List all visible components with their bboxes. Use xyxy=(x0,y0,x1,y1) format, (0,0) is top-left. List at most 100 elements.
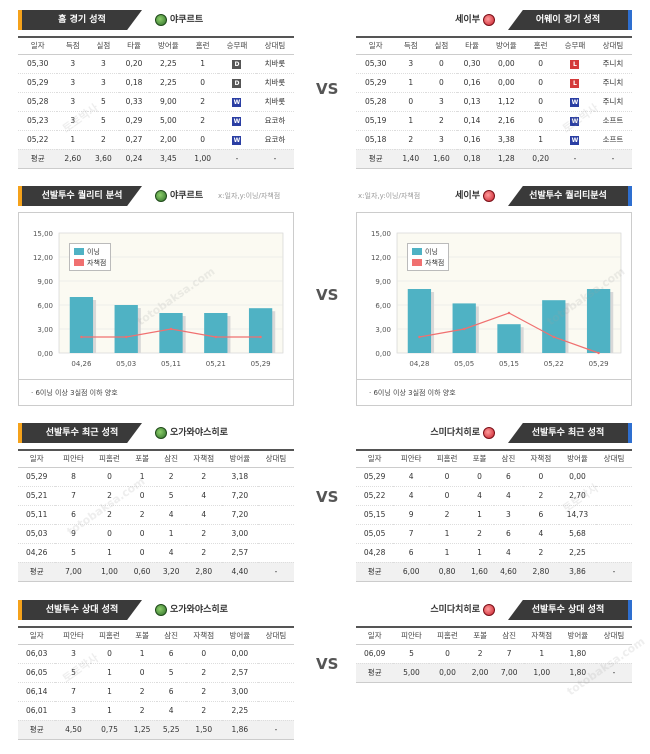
table-cell: 05,11 xyxy=(18,505,56,525)
average-cell: - xyxy=(595,663,632,683)
line-point xyxy=(507,311,511,315)
table-cell: 4 xyxy=(156,701,186,721)
table-cell: 9 xyxy=(55,524,92,544)
table-cell: 0 xyxy=(525,54,556,74)
average-cell: 2,80 xyxy=(185,562,222,582)
table-cell: 2 xyxy=(185,467,222,487)
table-cell: 05,30 xyxy=(18,54,58,74)
table-row: 06,14 7 1 2 6 2 3,00 xyxy=(18,682,294,702)
quality-chart-svg: 0,00 3,00 6,00 9,00 12,00 15,00 04,28 05,05 05,1… xyxy=(371,230,622,368)
table-cell: 0 xyxy=(187,73,218,93)
quality-left-subtitle: x:일자,y:이닝/자책점 xyxy=(218,192,281,200)
quality-left-note: · 6이닝 이상 3실점 이하 양호 xyxy=(18,380,294,406)
win-badge-icon: W xyxy=(232,135,242,145)
table-cell: 05,22 xyxy=(356,486,394,506)
table-cell: 05,29 xyxy=(18,73,58,93)
table-cell: 3 xyxy=(395,54,427,74)
quality-left-team: 야쿠르트 xyxy=(170,191,204,201)
table-cell: 0,00 xyxy=(487,73,526,93)
table-cell: 0 xyxy=(465,467,494,487)
yakult-logo-icon xyxy=(155,190,167,202)
average-cell: 0,75 xyxy=(91,720,128,740)
column-header: 상대팀 xyxy=(593,36,632,55)
vs-left-pitcher: 오가와야스히로 xyxy=(170,605,228,615)
table-cell: 7,20 xyxy=(221,486,258,506)
table-cell: 0 xyxy=(91,524,128,544)
table-cell: 4 xyxy=(156,505,186,525)
average-cell: 5,25 xyxy=(156,720,186,740)
table-row: 05,15 9 2 1 3 6 14,73 xyxy=(356,505,632,525)
table-cell: 3,38 xyxy=(487,130,526,150)
column-header: 득점 xyxy=(395,36,427,55)
line-point xyxy=(418,335,421,339)
table-cell: 1 xyxy=(465,543,494,563)
legend-swatch xyxy=(412,259,422,266)
y-tick-label: 0,00 xyxy=(37,350,53,358)
yakult-logo-icon xyxy=(155,14,167,26)
table-cell: 2,70 xyxy=(558,486,597,506)
table-row: 05,22 1 2 0,27 2,00 0 W 요코하 xyxy=(18,130,294,150)
table-cell: 1 xyxy=(523,644,560,664)
x-tick-label: 05,21 xyxy=(206,360,226,368)
column-header: 자책점 xyxy=(523,626,560,645)
table-cell: 05,28 xyxy=(356,92,396,112)
table-cell: 2,57 xyxy=(221,543,258,563)
result-cell: W xyxy=(217,111,256,131)
x-tick-label: 05,05 xyxy=(454,360,474,368)
result-cell: W xyxy=(217,92,256,112)
chart-legend: 이닝 자책점 xyxy=(407,243,450,271)
table-cell: 6 xyxy=(522,505,559,525)
table-cell: 5,00 xyxy=(149,111,188,131)
table-cell: 2 xyxy=(127,682,157,702)
loss-badge-icon: L xyxy=(570,59,580,69)
line-point xyxy=(552,335,555,339)
average-row: 평균 2,60 3,60 0,24 3,45 1,00- - xyxy=(18,149,294,169)
result-cell: L xyxy=(555,73,594,93)
y-tick-label: 3,00 xyxy=(37,326,53,334)
average-cell: - xyxy=(596,562,632,582)
recent-right-pitcher: 스미다치히로 xyxy=(430,428,480,438)
table-header-row: 일자 득점 실점 타율 방어율 홈런 승무패 상대팀 xyxy=(18,36,294,55)
table-cell: 3 xyxy=(88,54,119,74)
table-cell: 05,15 xyxy=(356,505,394,525)
table-cell: 0,20 xyxy=(118,54,150,74)
table-cell: 치바롯 xyxy=(255,92,294,112)
table-cell: 04,28 xyxy=(356,543,394,563)
quality-right-panel: x:일자,y:이닝/자책점 선발투수 퀄리티분석 세이부 0,00 3,00 6,0… xyxy=(356,186,632,406)
vs-label: VS xyxy=(316,488,339,506)
seibu-logo-icon xyxy=(483,604,495,616)
table-row: 06,05 5 1 0 5 2 2,57 xyxy=(18,663,294,683)
average-cell: - xyxy=(255,149,294,169)
average-cell: 6,00 xyxy=(393,562,430,582)
table-cell: 0 xyxy=(127,663,157,683)
column-header: 방어율 xyxy=(221,626,258,645)
column-header: 피안타 xyxy=(55,449,92,468)
column-header: 일자 xyxy=(18,449,56,468)
column-header: 타율 xyxy=(118,36,150,55)
result-cell: D xyxy=(217,54,256,74)
table-cell: 0 xyxy=(395,92,427,112)
average-cell: 평균 xyxy=(356,562,394,582)
average-row: 평균 7,00 1,00 0,60 3,20 2,80 4,40- xyxy=(18,562,294,582)
table-cell: 3 xyxy=(57,92,89,112)
table-cell: 3,00 xyxy=(221,524,258,544)
table-row: 05,29 8 0 1 2 2 3,18 xyxy=(18,467,294,487)
table-header-row: 일자 피안타 피홈런 포볼 삼진 자책점 방어율 상대팀 xyxy=(356,626,632,645)
table-cell: 2 xyxy=(127,701,157,721)
average-cell: 1,40 xyxy=(395,149,427,169)
x-tick-label: 04,28 xyxy=(409,360,429,368)
column-header: 일자 xyxy=(356,626,394,645)
table-cell: 주니치 xyxy=(593,73,632,93)
average-cell: 7,00 xyxy=(494,663,524,683)
table-cell: 6 xyxy=(493,467,523,487)
table-cell: 0,27 xyxy=(118,130,150,150)
quality-right-chart: 0,00 3,00 6,00 9,00 12,00 15,00 04,28 05,05 05,1… xyxy=(356,212,632,380)
table-cell: 2 xyxy=(91,505,128,525)
away-record-table: 일자 득점 실점 타율 방어율 홈런 승무패 상대팀 05,30 3 0 0,30 0,00 0 L 주니치 0… xyxy=(356,36,632,169)
column-header: 피안타 xyxy=(393,449,430,468)
table-cell: 3 xyxy=(55,644,92,664)
x-tick-label: 05,29 xyxy=(251,360,271,368)
average-row: 평균 6,00 0,80 1,60 4,60 2,80 3,86- xyxy=(356,562,632,582)
table-cell: 0 xyxy=(525,111,556,131)
table-cell: 1 xyxy=(91,663,128,683)
